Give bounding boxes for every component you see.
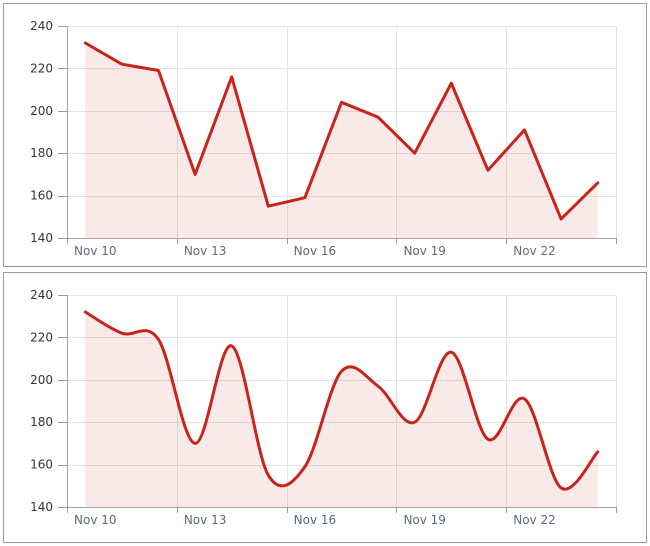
series-area-fill bbox=[85, 43, 598, 238]
smooth-area-chart-panel: 140 160 180 200 220 240 Nov 10 Nov 13 Nov 16 Nov … bbox=[3, 272, 647, 543]
x-axis-label: Nov 19 bbox=[403, 513, 446, 527]
x-axis-label: Nov 13 bbox=[184, 244, 227, 258]
y-axis-label: 140 bbox=[30, 500, 53, 514]
x-axis-label: Nov 16 bbox=[294, 244, 337, 258]
x-axis-label: Nov 10 bbox=[74, 513, 117, 527]
y-axis-label: 240 bbox=[30, 288, 53, 302]
linear-area-chart-panel: 140 160 180 200 220 240 Nov 10 Nov 13 Nov 16 Nov … bbox=[3, 3, 647, 267]
y-axis-label: 180 bbox=[30, 146, 53, 160]
y-axis-label: 160 bbox=[30, 189, 53, 203]
series-area-fill bbox=[85, 312, 598, 507]
area-chart-linear: 140 160 180 200 220 240 Nov 10 Nov 13 Nov 16 Nov … bbox=[30, 19, 617, 258]
y-axis-label: 200 bbox=[30, 104, 53, 118]
x-axis-label: Nov 13 bbox=[184, 513, 227, 527]
y-axis-label: 220 bbox=[30, 61, 53, 75]
y-axis-label: 200 bbox=[30, 373, 53, 387]
y-axis-label: 180 bbox=[30, 415, 53, 429]
y-axis-label: 240 bbox=[30, 19, 53, 33]
series-line bbox=[83, 310, 600, 491]
area-chart-smooth: 140 160 180 200 220 240 Nov 10 Nov 13 Nov 16 Nov … bbox=[30, 288, 617, 527]
x-axis-label: Nov 22 bbox=[513, 244, 556, 258]
x-axis-label: Nov 16 bbox=[294, 513, 337, 527]
y-axis-label: 160 bbox=[30, 458, 53, 472]
y-axis-label: 220 bbox=[30, 330, 53, 344]
x-axis-label: Nov 19 bbox=[403, 244, 446, 258]
y-axis-label: 140 bbox=[30, 231, 53, 245]
x-axis-label: Nov 10 bbox=[74, 244, 117, 258]
x-axis-label: Nov 22 bbox=[513, 513, 556, 527]
series-line bbox=[83, 41, 600, 221]
